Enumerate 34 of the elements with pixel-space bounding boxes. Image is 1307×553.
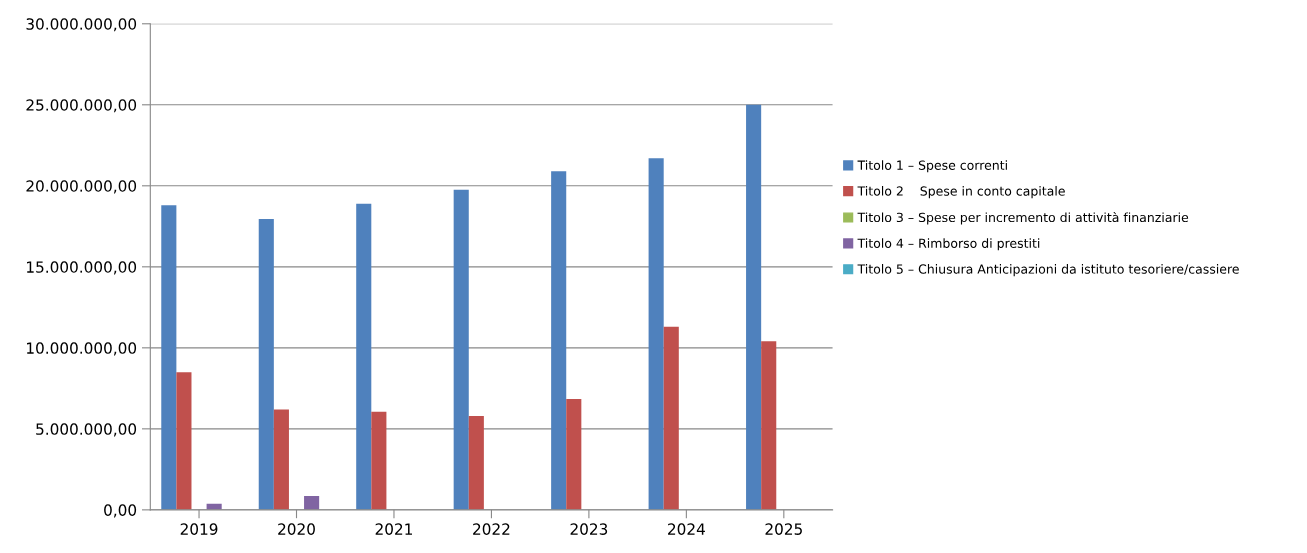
bar	[648, 158, 664, 510]
legend-label: Titolo 4 – Rimborso di prestiti	[857, 238, 1040, 251]
legend-label: Titolo 2 Spese in conto capitale	[857, 186, 1065, 199]
legend-label: Titolo 5 – Chiusura Anticipazioni da istituto tesoriere/cassiere	[857, 264, 1239, 277]
bar	[161, 205, 177, 510]
y-tick-label: 5.000.000,00	[36, 423, 137, 437]
legend-label: Titolo 3 – Spese per incremento di attività finanziarie	[857, 211, 1189, 225]
x-tick-label: 2025	[765, 523, 802, 535]
x-tick-label: 2020	[278, 523, 315, 535]
x-tick-label: 2023	[570, 523, 608, 535]
y-tick-label: 25.000.000,00	[26, 99, 137, 113]
bar	[566, 398, 582, 510]
x-tick-label: 2022	[473, 523, 510, 535]
bar	[551, 171, 567, 510]
bar	[304, 495, 320, 510]
y-tick-label: 15.000.000,00	[27, 261, 137, 275]
x-tick-label: 2019	[180, 523, 218, 535]
bar	[761, 341, 777, 510]
y-tick-label: 0,00	[104, 504, 137, 518]
bar	[746, 104, 762, 510]
bar	[468, 415, 484, 510]
x-tick-label: 2021	[375, 523, 412, 535]
bar	[258, 219, 274, 510]
y-tick-label: 30.000.000,00	[26, 18, 137, 32]
bar	[273, 409, 289, 510]
y-tick-label: 20.000.000,00	[26, 180, 137, 194]
bar	[356, 203, 372, 510]
x-tick-label: 2024	[668, 523, 705, 535]
legend-label: Titolo 1 – Spese correnti	[857, 160, 1007, 173]
bar	[176, 372, 192, 510]
bar	[371, 411, 387, 510]
bar	[453, 189, 469, 510]
y-tick-label: 10.000.000,00	[27, 342, 137, 356]
bar	[663, 326, 679, 510]
